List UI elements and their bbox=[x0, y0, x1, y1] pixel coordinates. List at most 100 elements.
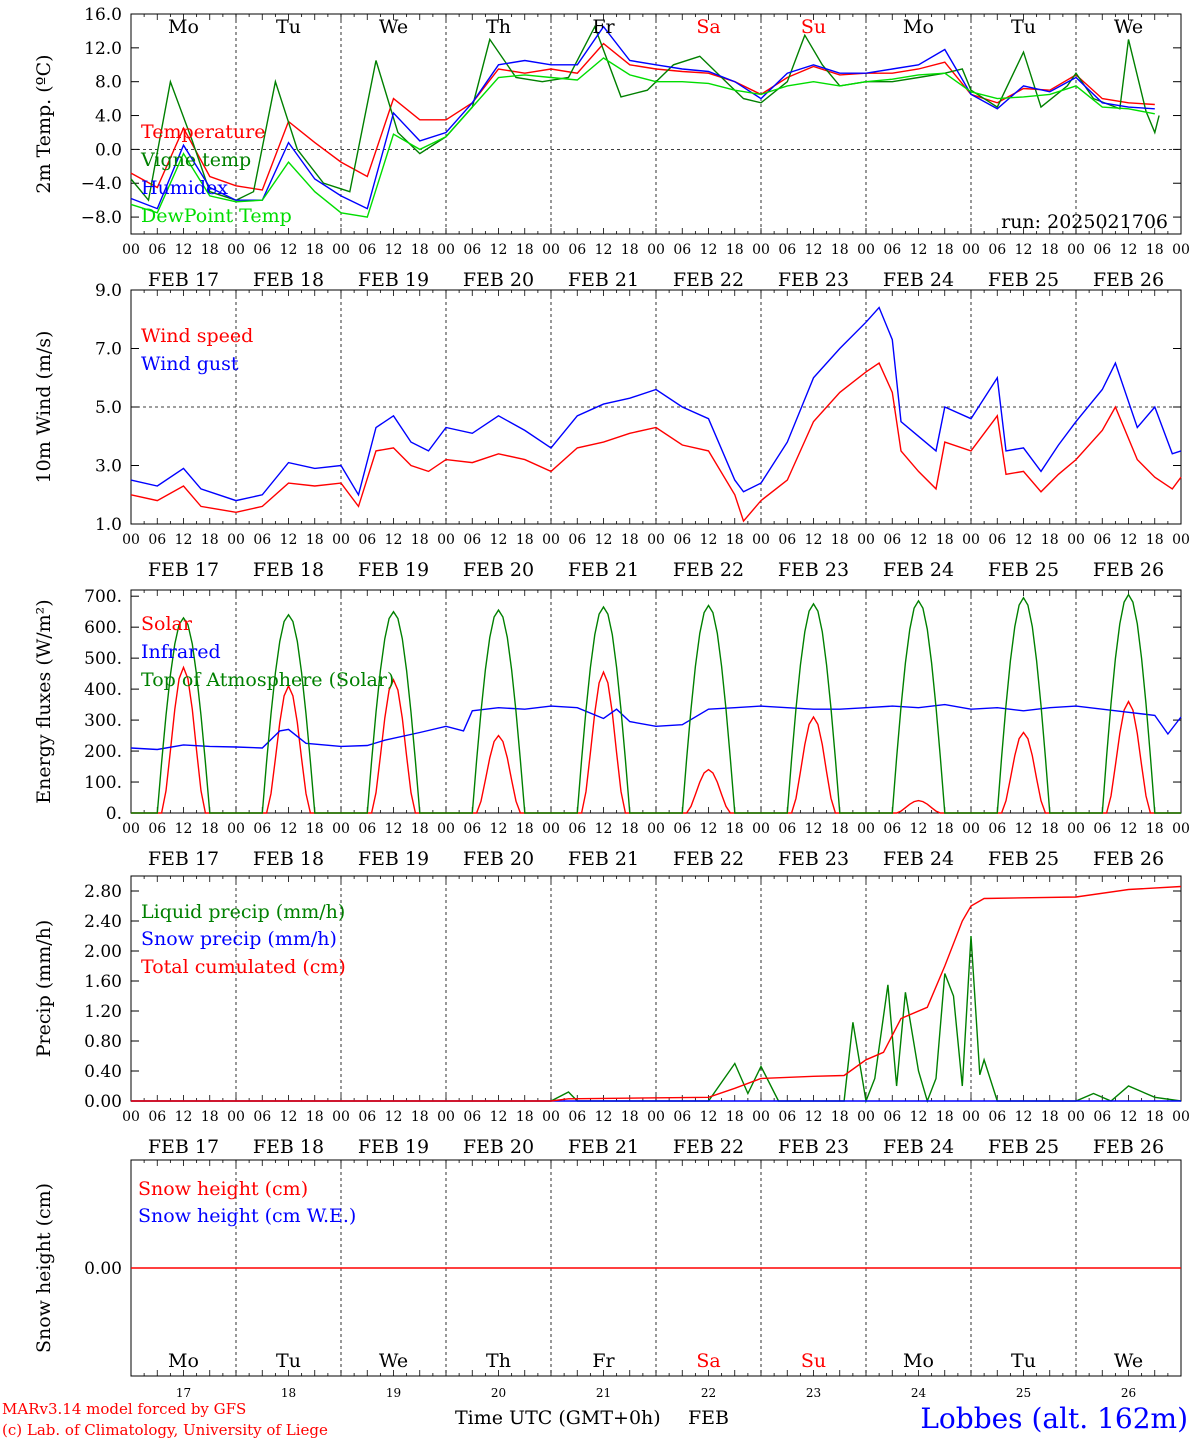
date-label: FEB 21 bbox=[568, 269, 639, 291]
hour-label: 18 bbox=[306, 242, 324, 258]
hour-label: 12 bbox=[910, 1109, 928, 1125]
y-tick-label: 700. bbox=[84, 587, 122, 607]
date-label: FEB 25 bbox=[988, 559, 1059, 581]
hour-label: 06 bbox=[568, 1109, 586, 1125]
hour-label: 00 bbox=[122, 242, 140, 258]
y-axis-label: Energy fluxes (W/m²) bbox=[33, 599, 55, 803]
hour-label: 00 bbox=[122, 532, 140, 548]
y-axis-label: 10m Wind (m/s) bbox=[33, 331, 55, 484]
hour-label: 12 bbox=[280, 532, 298, 548]
hour-label: 00 bbox=[542, 532, 560, 548]
panel-4 bbox=[130, 875, 1182, 1104]
weekday-label: Fr bbox=[592, 1350, 615, 1372]
hour-label: 12 bbox=[595, 1109, 613, 1125]
credit-line: MARv3.14 model forced by GFS bbox=[2, 1400, 246, 1418]
hour-label: 12 bbox=[700, 242, 718, 258]
legend-entry: Total cumulated (cm) bbox=[141, 956, 346, 978]
weekday-label: Su bbox=[801, 1350, 826, 1372]
hour-label: 06 bbox=[778, 821, 796, 837]
hour-label: 18 bbox=[1146, 532, 1164, 548]
hour-label: 18 bbox=[201, 532, 219, 548]
y-tick-label: 9.0 bbox=[95, 281, 122, 301]
hour-label: 06 bbox=[673, 821, 691, 837]
y-tick-label: 0.0 bbox=[95, 140, 122, 160]
legend-entry: Vigne temp bbox=[140, 149, 251, 171]
y-tick-label: 300. bbox=[84, 711, 122, 731]
hour-label: 00 bbox=[962, 821, 980, 837]
hour-label: 18 bbox=[621, 242, 639, 258]
hour-label: 06 bbox=[778, 242, 796, 258]
hour-label: 12 bbox=[910, 821, 928, 837]
hour-label: 12 bbox=[595, 821, 613, 837]
date-label: FEB 18 bbox=[253, 1136, 324, 1158]
date-label: FEB 22 bbox=[673, 269, 744, 291]
hour-label: 06 bbox=[148, 1109, 166, 1125]
weekday-label: Sa bbox=[696, 16, 720, 38]
date-label: FEB 24 bbox=[883, 1136, 954, 1158]
hour-label: 18 bbox=[726, 821, 744, 837]
weekday-label: Su bbox=[801, 16, 826, 38]
date-label: FEB 21 bbox=[568, 559, 639, 581]
y-tick-label: 600. bbox=[84, 618, 122, 638]
hour-label: 12 bbox=[1120, 1109, 1138, 1125]
hour-label: 12 bbox=[700, 1109, 718, 1125]
hour-label: 18 bbox=[726, 242, 744, 258]
y-tick-label: 3.0 bbox=[95, 457, 122, 477]
series-line-humidex bbox=[130, 25, 1155, 210]
date-label: FEB 18 bbox=[253, 559, 324, 581]
y-axis-label: Precip (mm/h) bbox=[33, 920, 55, 1058]
weekday-label: Mo bbox=[168, 1350, 199, 1372]
date-label: FEB 26 bbox=[1093, 559, 1164, 581]
date-label: FEB 17 bbox=[148, 1136, 219, 1158]
legend-entry: Wind speed bbox=[141, 325, 253, 347]
hour-label: 00 bbox=[227, 821, 245, 837]
y-axis-label: 2m Temp. (ºC) bbox=[33, 54, 55, 193]
date-label: FEB 19 bbox=[358, 848, 429, 870]
hour-label: 06 bbox=[778, 1109, 796, 1125]
hour-label: 12 bbox=[490, 821, 508, 837]
legend-entry: Wind gust bbox=[141, 353, 239, 375]
hour-label: 18 bbox=[516, 821, 534, 837]
hour-label: 00 bbox=[227, 242, 245, 258]
hour-label: 12 bbox=[385, 242, 403, 258]
hour-label: 12 bbox=[490, 532, 508, 548]
hour-label: 06 bbox=[253, 242, 271, 258]
series-line-vigne-temp bbox=[130, 24, 1160, 202]
hour-label: 06 bbox=[778, 532, 796, 548]
hour-label: 06 bbox=[673, 1109, 691, 1125]
date-label: FEB 24 bbox=[883, 559, 954, 581]
date-label: FEB 18 bbox=[253, 848, 324, 870]
y-tick-label: 200. bbox=[84, 742, 122, 762]
date-label: FEB 25 bbox=[988, 848, 1059, 870]
date-label: FEB 25 bbox=[988, 269, 1059, 291]
hour-label: 18 bbox=[621, 532, 639, 548]
hour-label: 06 bbox=[883, 532, 901, 548]
hour-label: 06 bbox=[1093, 821, 1111, 837]
hour-label: 12 bbox=[175, 821, 193, 837]
hour-label: 00 bbox=[857, 532, 875, 548]
weekday-label: Fr bbox=[592, 16, 615, 38]
hour-label: 06 bbox=[988, 1109, 1006, 1125]
series-line-total-cumulated-cm bbox=[131, 885, 1182, 1102]
y-tick-label: 1.0 bbox=[95, 515, 122, 535]
hour-label: 00 bbox=[1067, 821, 1085, 837]
hour-label: 06 bbox=[1093, 242, 1111, 258]
weekday-label: We bbox=[1114, 1350, 1143, 1372]
date-label: FEB 20 bbox=[463, 1136, 534, 1158]
series-line-dewpoint-temp bbox=[130, 57, 1155, 218]
weekday-label: We bbox=[379, 1350, 408, 1372]
series-line-wind-gust bbox=[130, 306, 1182, 502]
hour-label: 06 bbox=[358, 821, 376, 837]
hour-label: 00 bbox=[647, 1109, 665, 1125]
x-axis-label: Time UTC (GMT+0h) bbox=[455, 1407, 661, 1429]
hour-label: 12 bbox=[595, 532, 613, 548]
hour-label: 06 bbox=[568, 821, 586, 837]
hour-label: 18 bbox=[936, 821, 954, 837]
hour-label: 12 bbox=[910, 532, 928, 548]
hour-label: 06 bbox=[358, 532, 376, 548]
hour-label: 00 bbox=[332, 532, 350, 548]
hour-label: 00 bbox=[1172, 532, 1190, 548]
hour-label: 00 bbox=[437, 532, 455, 548]
plot-frame bbox=[130, 589, 1182, 814]
